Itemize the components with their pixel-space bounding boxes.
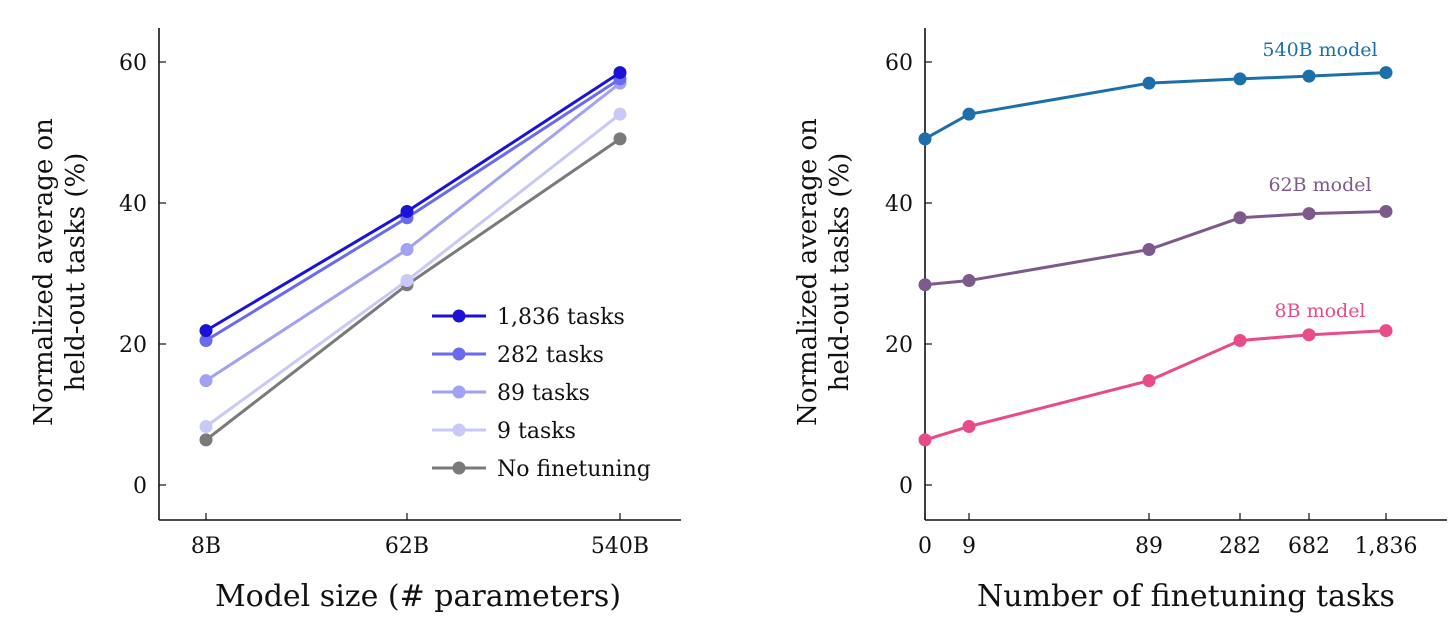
series-line — [924, 209, 1387, 287]
right-chart: 0 20 40 60 0 9 89 282 682 1,836 Number of finetuni… — [793, 28, 1447, 614]
y-axis-label-line-2: held-out tasks (%) — [825, 153, 855, 392]
series-line — [205, 81, 621, 382]
x-axis-label: Model size (# parameters) — [215, 579, 621, 614]
y-axis-label-line-1: Normalized average on — [793, 118, 823, 426]
data-point — [1142, 76, 1156, 90]
data-point — [613, 132, 627, 146]
data-point — [613, 107, 627, 121]
legend-swatch-marker — [452, 423, 466, 437]
data-point — [1233, 72, 1247, 86]
x-tick-label: 9 — [962, 534, 976, 559]
data-point — [1302, 328, 1316, 342]
data-point — [199, 324, 213, 338]
legend-label: No finetuning — [497, 457, 651, 482]
data-point — [1233, 333, 1247, 347]
series-annotation: 62B model — [1268, 174, 1371, 196]
series-2 — [918, 324, 1393, 447]
x-axis-label: Number of finetuning tasks — [977, 579, 1395, 614]
legend-label: 89 tasks — [497, 381, 590, 406]
series-2 — [199, 76, 627, 388]
legend-swatch-marker — [452, 385, 466, 399]
series-0 — [199, 66, 627, 338]
legend: 1,836 tasks 282 tasks 89 tasks 9 tasks No fi… — [432, 305, 651, 482]
x-tick-label: 62B — [385, 534, 429, 559]
series-3 — [199, 107, 627, 433]
y-tick-label: 0 — [133, 474, 147, 499]
data-point — [1142, 374, 1156, 388]
series-annotation: 540B model — [1262, 39, 1377, 61]
y-tick-label: 60 — [885, 51, 913, 76]
data-point — [1379, 324, 1393, 338]
data-point — [1379, 66, 1393, 80]
data-point — [1302, 207, 1316, 221]
y-axis-label-line-1: Normalized average on — [29, 118, 59, 426]
x-tick-label: 682 — [1288, 534, 1330, 559]
x-tick-label: 540B — [591, 534, 649, 559]
y-tick-label: 0 — [899, 474, 913, 499]
y-axis-label-line-2: held-out tasks (%) — [61, 153, 91, 392]
x-tick-label: 282 — [1219, 534, 1261, 559]
y-tick-label: 60 — [119, 51, 147, 76]
legend-label: 1,836 tasks — [497, 305, 625, 330]
data-point — [1302, 69, 1316, 83]
data-point — [962, 107, 976, 121]
x-tick-label: 0 — [918, 534, 932, 559]
y-tick-label: 40 — [885, 192, 913, 217]
series-line — [924, 71, 1387, 141]
data-point — [1233, 211, 1247, 225]
data-point — [1379, 204, 1393, 218]
y-tick-label: 40 — [119, 192, 147, 217]
data-point — [400, 274, 414, 288]
legend-label: 9 tasks — [497, 419, 576, 444]
data-point — [613, 66, 627, 80]
data-point — [918, 278, 932, 292]
series-line — [205, 112, 621, 428]
data-point — [199, 374, 213, 388]
x-tick-label: 89 — [1135, 534, 1163, 559]
series-annotation: 8B model — [1274, 300, 1365, 322]
data-point — [199, 333, 213, 347]
y-tick-label: 20 — [885, 333, 913, 358]
series-line — [924, 329, 1387, 442]
data-point — [918, 433, 932, 447]
series-0 — [918, 66, 1393, 146]
data-point — [400, 243, 414, 257]
legend-label: 282 tasks — [497, 343, 604, 368]
data-point — [962, 274, 976, 288]
y-tick-label: 20 — [119, 333, 147, 358]
data-point — [918, 132, 932, 146]
legend-swatch-marker — [452, 461, 466, 475]
left-chart: 0 20 40 60 8B 62B 540B Model size (# parameters… — [29, 28, 681, 614]
data-point — [199, 419, 213, 433]
data-point — [199, 433, 213, 447]
legend-swatch-marker — [452, 309, 466, 323]
series-1 — [918, 204, 1393, 292]
data-point — [962, 419, 976, 433]
x-tick-label: 1,836 — [1355, 534, 1418, 559]
series-line — [205, 71, 621, 332]
data-point — [1142, 243, 1156, 257]
data-point — [400, 204, 414, 218]
legend-swatch-marker — [452, 347, 466, 361]
x-tick-label: 8B — [191, 534, 221, 559]
